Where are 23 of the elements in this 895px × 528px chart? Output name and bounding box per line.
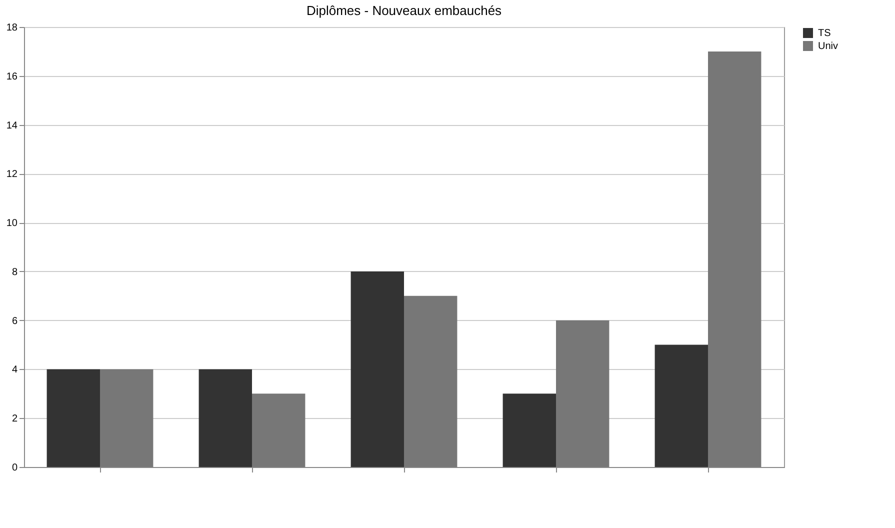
bar — [556, 320, 610, 467]
y-tick-label: 6 — [12, 316, 18, 327]
bar — [404, 296, 458, 467]
legend-label: Univ — [818, 41, 838, 52]
bar — [252, 394, 306, 467]
bar — [350, 271, 404, 467]
y-tick-label: 4 — [12, 364, 18, 376]
bar — [502, 394, 556, 467]
chart-title: Diplômes - Nouveaux embauchés — [306, 3, 502, 18]
legend-label: TS — [818, 28, 832, 39]
y-tick-label: 10 — [6, 218, 18, 230]
y-tick-label: 14 — [6, 120, 18, 132]
bar — [654, 344, 708, 467]
y-tick-label: 18 — [6, 22, 18, 34]
bar — [198, 369, 252, 467]
bar — [708, 51, 762, 467]
bar — [100, 369, 154, 467]
bar — [46, 369, 100, 467]
y-tick-label: 16 — [6, 71, 18, 82]
y-tick-label: 12 — [6, 169, 18, 180]
y-tick-label: 8 — [12, 266, 18, 278]
y-tick-label: 2 — [12, 414, 18, 425]
y-tick-label: 0 — [12, 462, 18, 474]
